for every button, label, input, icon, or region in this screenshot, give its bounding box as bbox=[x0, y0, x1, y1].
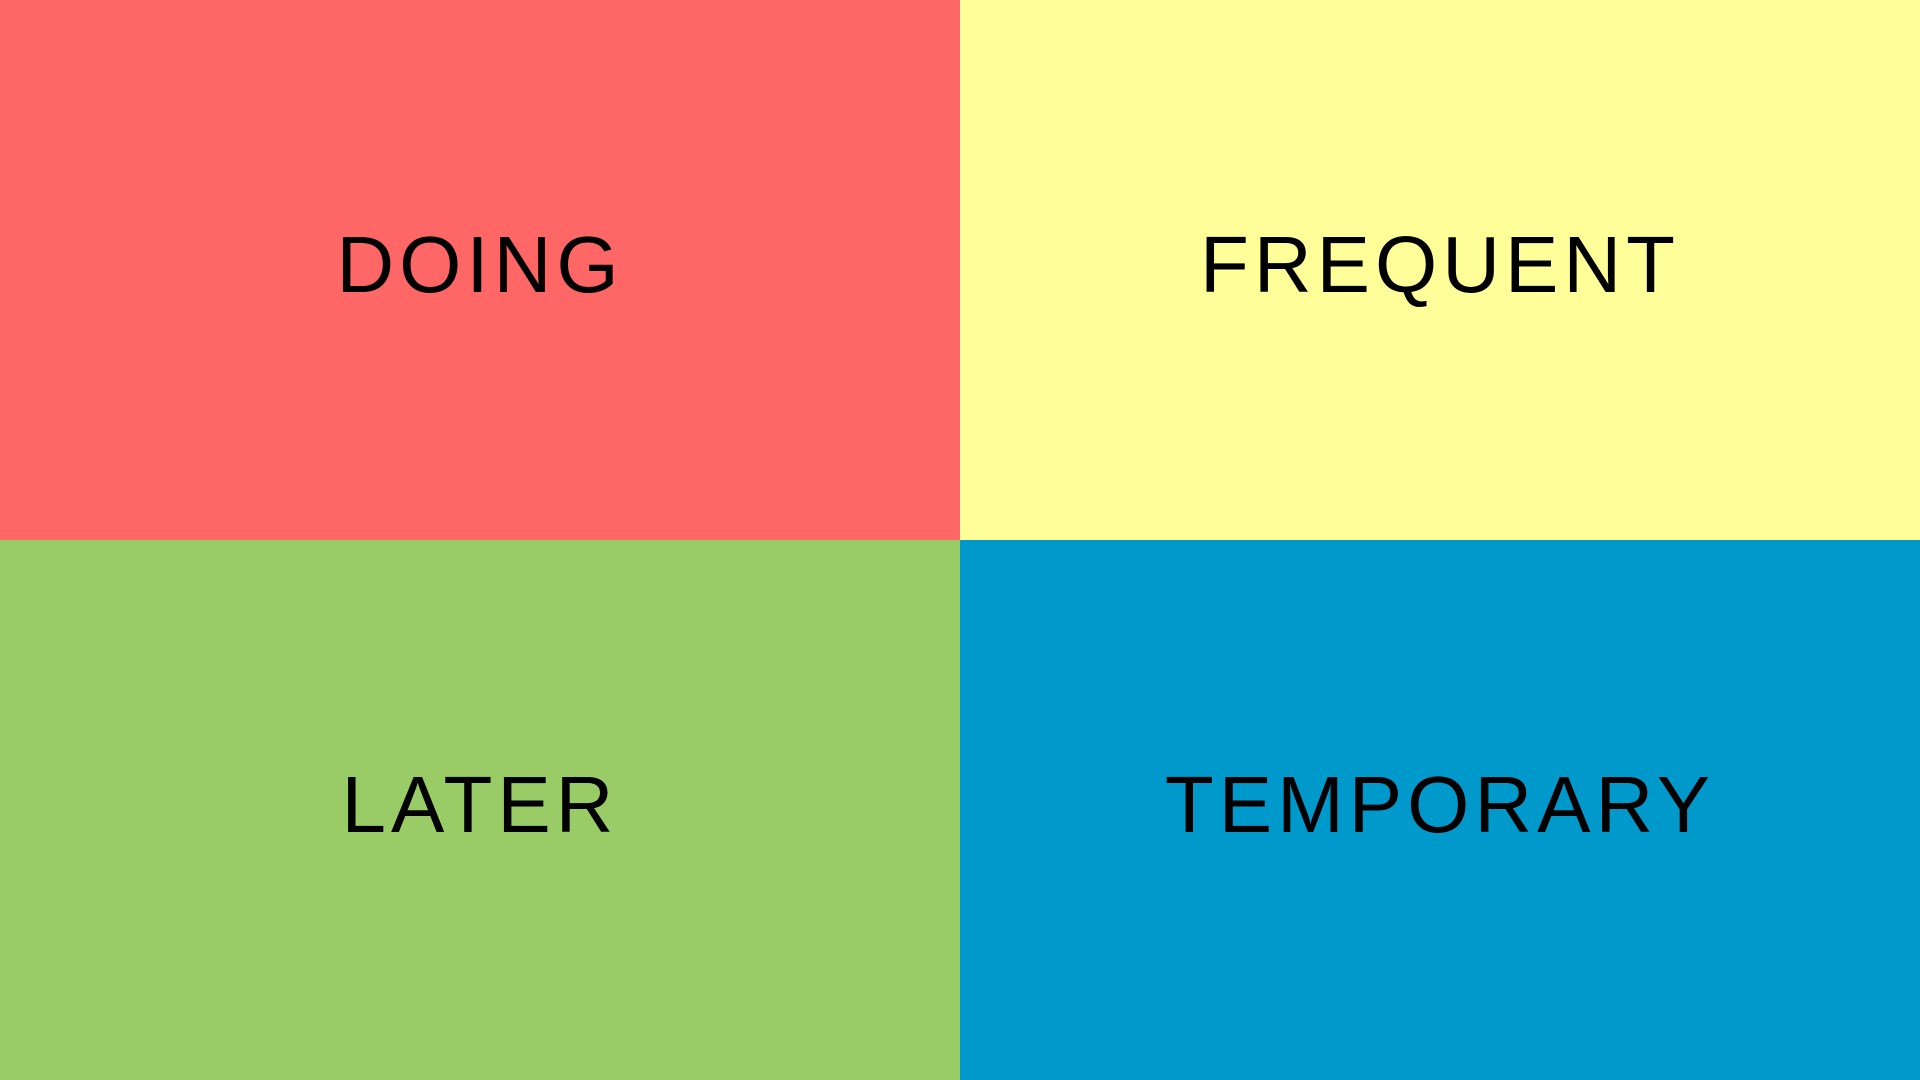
quadrant-later: LATER bbox=[0, 540, 960, 1080]
quadrant-label-doing: DOING bbox=[336, 220, 624, 309]
quadrant-temporary: TEMPORARY bbox=[960, 540, 1920, 1080]
quadrant-label-temporary: TEMPORARY bbox=[1164, 760, 1716, 849]
quadrant-label-later: LATER bbox=[341, 760, 619, 849]
quadrant-doing: DOING bbox=[0, 0, 960, 540]
quadrant-label-frequent: FREQUENT bbox=[1200, 220, 1680, 309]
quadrant-frequent: FREQUENT bbox=[960, 0, 1920, 540]
